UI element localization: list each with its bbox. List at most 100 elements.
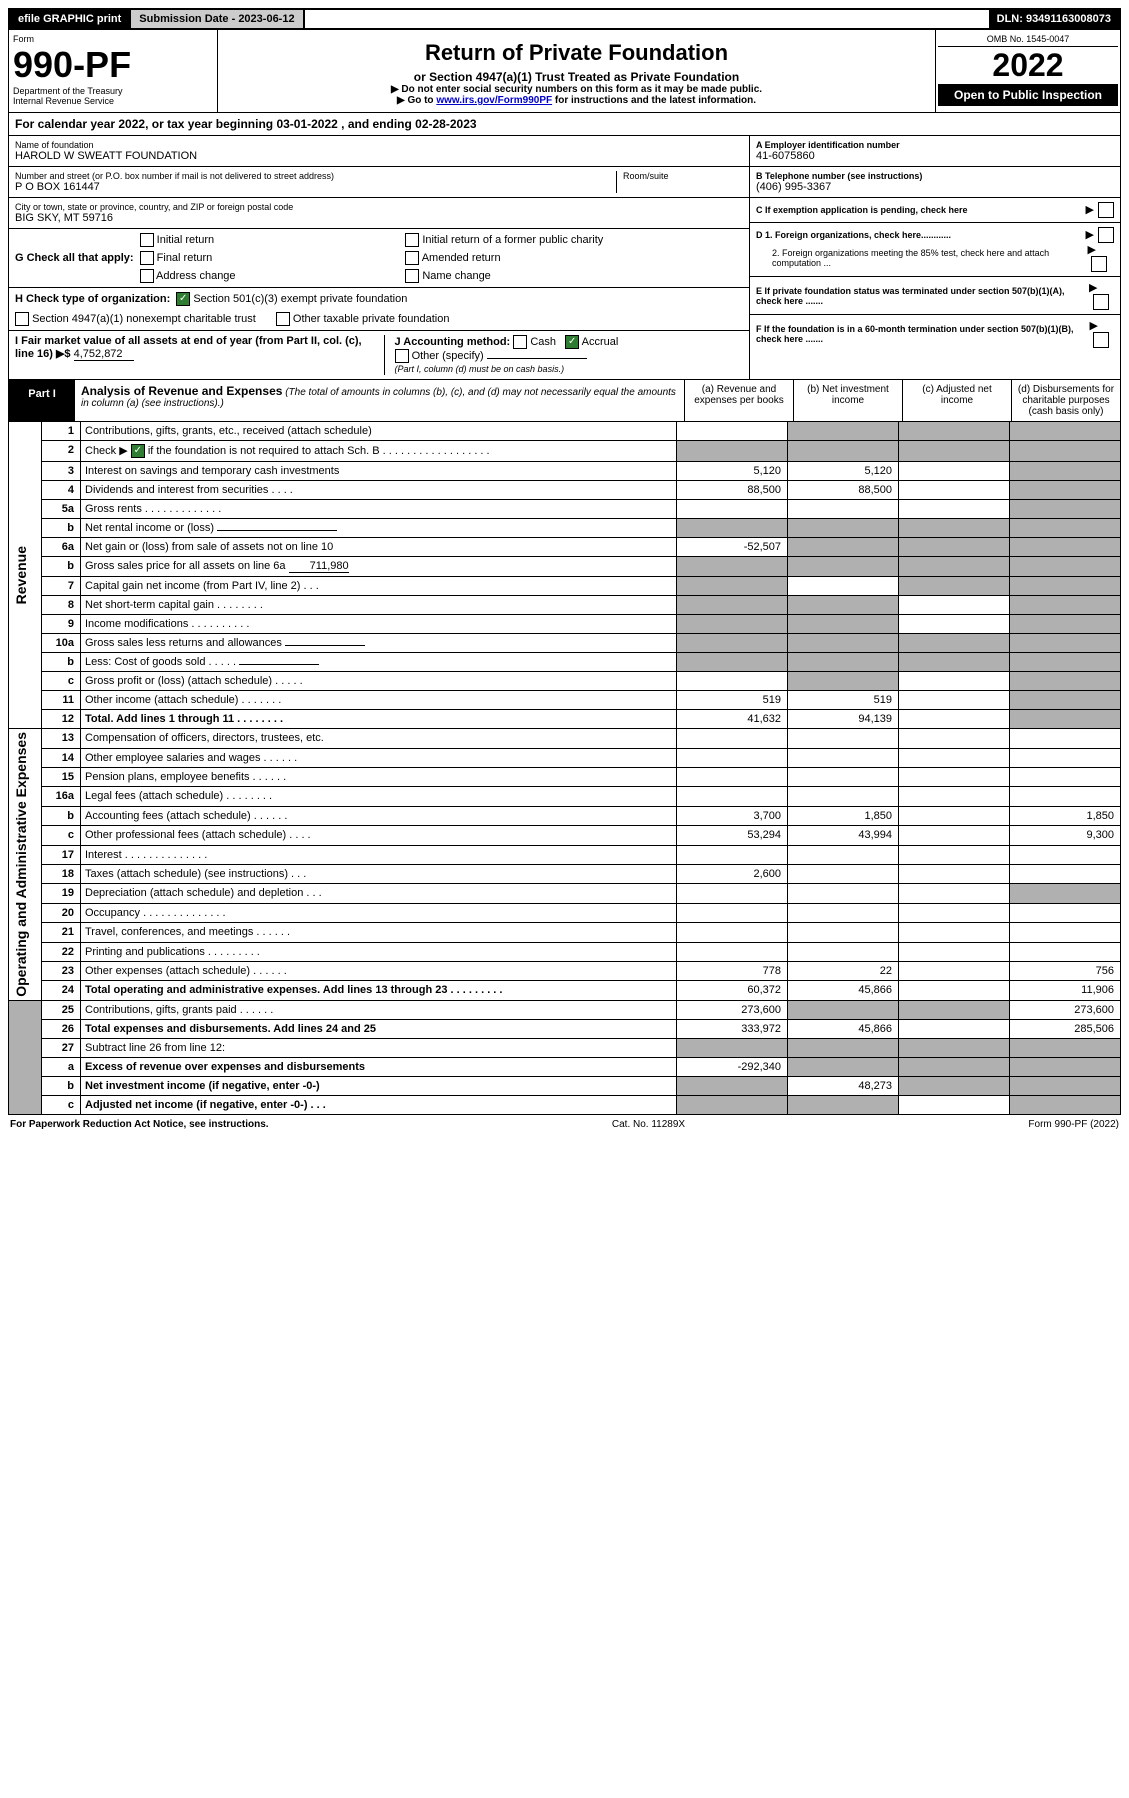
line-21: Travel, conferences, and meetings . . . … bbox=[81, 923, 677, 942]
line-4: Dividends and interest from securities .… bbox=[81, 481, 677, 500]
line-23: Other expenses (attach schedule) . . . .… bbox=[81, 961, 677, 980]
form-word: Form bbox=[13, 34, 213, 44]
foundation-name: HAROLD W SWEATT FOUNDATION bbox=[15, 150, 743, 162]
entity-info: Name of foundation HAROLD W SWEATT FOUND… bbox=[8, 136, 1121, 380]
line-16b: Accounting fees (attach schedule) . . . … bbox=[81, 806, 677, 825]
address: P O BOX 161447 bbox=[15, 181, 616, 193]
paperwork-notice: For Paperwork Reduction Act Notice, see … bbox=[10, 1119, 269, 1130]
d1-label: D 1. Foreign organizations, check here..… bbox=[756, 230, 951, 240]
line-16c: Other professional fees (attach schedule… bbox=[81, 826, 677, 845]
form-subtitle: or Section 4947(a)(1) Trust Treated as P… bbox=[224, 70, 929, 84]
j-section: J Accounting method: Cash Accrual Other … bbox=[384, 335, 744, 375]
amended-return-check[interactable] bbox=[405, 251, 419, 265]
line-15: Pension plans, employee benefits . . . .… bbox=[81, 767, 677, 786]
phone: (406) 995-3367 bbox=[756, 181, 1114, 193]
line-6b: Gross sales price for all assets on line… bbox=[81, 557, 677, 577]
line-13: Compensation of officers, directors, tru… bbox=[81, 729, 677, 748]
line-10c: Gross profit or (loss) (attach schedule)… bbox=[81, 672, 677, 691]
expenses-side-label: Operating and Administrative Expenses bbox=[13, 732, 29, 997]
line-2: Check ▶ if the foundation is not require… bbox=[81, 441, 677, 462]
line-3: Interest on savings and temporary cash i… bbox=[81, 462, 677, 481]
f-check[interactable] bbox=[1093, 332, 1109, 348]
analysis-title: Analysis of Revenue and Expenses bbox=[81, 384, 282, 398]
room-label: Room/suite bbox=[623, 171, 743, 181]
ein: 41-6075860 bbox=[756, 150, 1114, 162]
line-22: Printing and publications . . . . . . . … bbox=[81, 942, 677, 961]
line-17: Interest . . . . . . . . . . . . . . bbox=[81, 845, 677, 864]
name-change-check[interactable] bbox=[405, 269, 419, 283]
other-method-check[interactable] bbox=[395, 349, 409, 363]
line-16a: Legal fees (attach schedule) . . . . . .… bbox=[81, 787, 677, 806]
line-27c: Adjusted net income (if negative, enter … bbox=[81, 1095, 677, 1114]
initial-return-check[interactable] bbox=[140, 233, 154, 247]
col-b-header: (b) Net investment income bbox=[793, 380, 902, 421]
501c3-check[interactable] bbox=[176, 292, 190, 306]
cat-no: Cat. No. 11289X bbox=[612, 1119, 685, 1130]
line-25: Contributions, gifts, grants paid . . . … bbox=[81, 1000, 677, 1019]
part1-header: Part I Analysis of Revenue and Expenses … bbox=[8, 380, 1121, 422]
4947-check[interactable] bbox=[15, 312, 29, 326]
line-5a: Gross rents . . . . . . . . . . . . . bbox=[81, 500, 677, 519]
part1-label: Part I bbox=[9, 380, 75, 421]
line-7: Capital gain net income (from Part IV, l… bbox=[81, 577, 677, 596]
g-section: G Check all that apply: Initial return I… bbox=[9, 229, 749, 288]
page-footer: For Paperwork Reduction Act Notice, see … bbox=[8, 1115, 1121, 1134]
other-taxable-check[interactable] bbox=[276, 312, 290, 326]
final-return-check[interactable] bbox=[140, 251, 154, 265]
efile-label: efile GRAPHIC print bbox=[10, 10, 131, 28]
d2-label: 2. Foreign organizations meeting the 85%… bbox=[756, 248, 1087, 268]
note-ssn: ▶ Do not enter social security numbers o… bbox=[224, 84, 929, 95]
i-section: I Fair market value of all assets at end… bbox=[15, 335, 364, 361]
note-link: ▶ Go to www.irs.gov/Form990PF for instru… bbox=[224, 95, 929, 106]
a-label: A Employer identification number bbox=[756, 140, 1114, 150]
dln: DLN: 93491163008073 bbox=[989, 10, 1119, 28]
h-section: H Check type of organization: Section 50… bbox=[9, 288, 749, 331]
line-27b: Net investment income (if negative, ente… bbox=[81, 1076, 677, 1095]
c-label: C If exemption application is pending, c… bbox=[756, 205, 968, 215]
cash-check[interactable] bbox=[513, 335, 527, 349]
line-12: Total. Add lines 1 through 11 . . . . . … bbox=[81, 710, 677, 729]
line-10a: Gross sales less returns and allowances bbox=[81, 634, 677, 653]
e-check[interactable] bbox=[1093, 294, 1109, 310]
open-inspection: Open to Public Inspection bbox=[938, 84, 1118, 106]
form-ref: Form 990-PF (2022) bbox=[1028, 1119, 1119, 1130]
schb-check[interactable] bbox=[131, 444, 145, 458]
line-24: Total operating and administrative expen… bbox=[81, 981, 677, 1001]
d1-check[interactable] bbox=[1098, 227, 1114, 243]
top-bar: efile GRAPHIC print Submission Date - 20… bbox=[8, 8, 1121, 30]
b-label: B Telephone number (see instructions) bbox=[756, 171, 1114, 181]
line-10b: Less: Cost of goods sold . . . . . bbox=[81, 653, 677, 672]
c-check[interactable] bbox=[1098, 202, 1114, 218]
line-20: Occupancy . . . . . . . . . . . . . . bbox=[81, 903, 677, 922]
initial-former-check[interactable] bbox=[405, 233, 419, 247]
line-19: Depreciation (attach schedule) and deple… bbox=[81, 884, 677, 903]
dept: Department of the Treasury bbox=[13, 86, 213, 96]
f-label: F If the foundation is in a 60-month ter… bbox=[756, 324, 1089, 344]
d2-check[interactable] bbox=[1091, 256, 1107, 272]
line-26: Total expenses and disbursements. Add li… bbox=[81, 1019, 677, 1038]
col-c-header: (c) Adjusted net income bbox=[902, 380, 1011, 421]
fmv-value: 4,752,872 bbox=[74, 348, 134, 361]
form-number: 990-PF bbox=[13, 44, 213, 86]
address-change-check[interactable] bbox=[140, 269, 154, 283]
revenue-side-label: Revenue bbox=[13, 546, 29, 604]
irs: Internal Revenue Service bbox=[13, 96, 213, 106]
line-27: Subtract line 26 from line 12: bbox=[81, 1038, 677, 1057]
form990pf-link[interactable]: www.irs.gov/Form990PF bbox=[436, 95, 552, 106]
col-a-header: (a) Revenue and expenses per books bbox=[684, 380, 793, 421]
line-11: Other income (attach schedule) . . . . .… bbox=[81, 691, 677, 710]
calendar-year: For calendar year 2022, or tax year begi… bbox=[8, 113, 1121, 136]
addr-label: Number and street (or P.O. box number if… bbox=[15, 171, 616, 181]
form-title: Return of Private Foundation bbox=[224, 40, 929, 66]
accrual-check[interactable] bbox=[565, 335, 579, 349]
name-label: Name of foundation bbox=[15, 140, 743, 150]
line-6a: Net gain or (loss) from sale of assets n… bbox=[81, 538, 677, 557]
col-d-header: (d) Disbursements for charitable purpose… bbox=[1011, 380, 1120, 421]
form-header: Form 990-PF Department of the Treasury I… bbox=[8, 30, 1121, 113]
line-14: Other employee salaries and wages . . . … bbox=[81, 748, 677, 767]
e-label: E If private foundation status was termi… bbox=[756, 286, 1089, 306]
line-27a: Excess of revenue over expenses and disb… bbox=[81, 1057, 677, 1076]
analysis-table: Revenue 1Contributions, gifts, grants, e… bbox=[8, 422, 1121, 1115]
city-state-zip: BIG SKY, MT 59716 bbox=[15, 212, 743, 224]
omb: OMB No. 1545-0047 bbox=[938, 32, 1118, 47]
